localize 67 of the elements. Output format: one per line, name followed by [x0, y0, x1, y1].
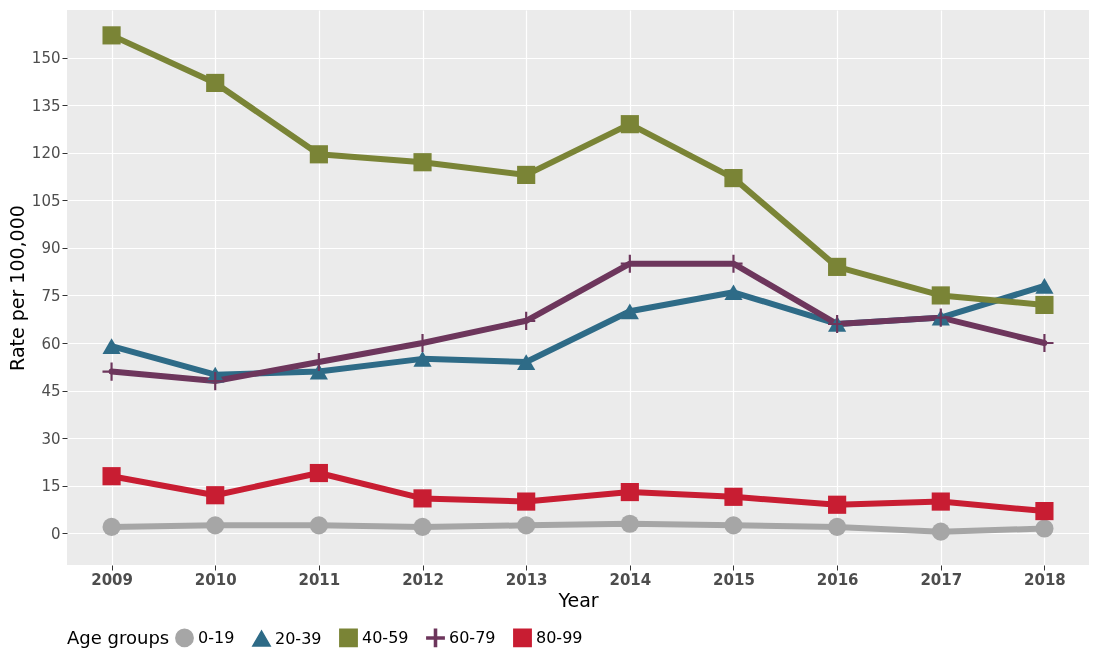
y-tick-label: 0 — [50, 524, 61, 543]
x-tick-label: 2013 — [505, 570, 548, 589]
point — [413, 153, 432, 172]
point — [517, 516, 536, 535]
y-tick-label: 105 — [31, 191, 61, 210]
y-tick-label: 120 — [31, 144, 61, 163]
point — [517, 492, 536, 511]
x-tick-label: 2015 — [713, 570, 755, 589]
point — [620, 482, 639, 502]
point — [517, 354, 536, 370]
point — [724, 487, 743, 506]
legend-label: 80-99 — [536, 627, 583, 647]
point — [102, 517, 121, 537]
point — [620, 514, 639, 533]
y-tick-label: 45 — [41, 382, 61, 401]
legend-label: 0-19 — [198, 627, 235, 647]
x-tick-label: 2018 — [1024, 570, 1066, 589]
point — [1035, 502, 1054, 521]
point — [102, 338, 121, 355]
point — [517, 165, 536, 184]
x-tick-label: 2009 — [91, 570, 133, 589]
point — [828, 495, 847, 514]
point — [206, 516, 225, 535]
y-tick-label: 90 — [41, 239, 61, 258]
legend-label: 40-59 — [362, 627, 409, 647]
x-tick-label: 2011 — [298, 570, 341, 589]
point — [1035, 278, 1054, 294]
point — [724, 284, 743, 301]
x-tick-label: 2014 — [609, 570, 652, 589]
point — [1035, 519, 1054, 538]
y-axis-title: Rate per 100,000 — [5, 205, 28, 371]
legend-label: 60-79 — [449, 627, 496, 647]
legend-title: Age groups — [67, 627, 170, 648]
y-tick-label: 60 — [41, 334, 61, 353]
y-tick-label: 30 — [41, 429, 61, 448]
point — [931, 286, 950, 305]
point — [620, 115, 639, 134]
x-tick-label: 2012 — [402, 570, 444, 589]
y-tick-label: 15 — [41, 477, 61, 496]
point — [102, 467, 121, 486]
point — [1035, 295, 1054, 315]
point — [206, 371, 225, 391]
x-tick-label: 2016 — [816, 570, 859, 589]
point — [724, 169, 743, 188]
y-tick-label: 135 — [31, 96, 61, 115]
point — [309, 516, 328, 535]
point — [828, 517, 847, 537]
point — [413, 350, 432, 367]
x-axis-title: Year — [557, 588, 599, 611]
point — [309, 463, 328, 483]
legend-label: 20-39 — [275, 628, 322, 648]
y-tick-label: 150 — [31, 49, 61, 68]
point — [931, 522, 950, 541]
point — [620, 303, 639, 320]
point — [206, 486, 225, 505]
point — [724, 516, 743, 535]
point — [102, 26, 121, 45]
point — [413, 517, 432, 537]
y-tick-label: 75 — [41, 286, 61, 305]
point — [931, 492, 950, 511]
point — [309, 145, 328, 164]
point — [413, 489, 432, 508]
point — [517, 311, 536, 330]
point — [828, 257, 847, 276]
point — [206, 73, 225, 93]
x-tick-label: 2010 — [194, 570, 237, 589]
x-tick-label: 2017 — [920, 570, 963, 589]
